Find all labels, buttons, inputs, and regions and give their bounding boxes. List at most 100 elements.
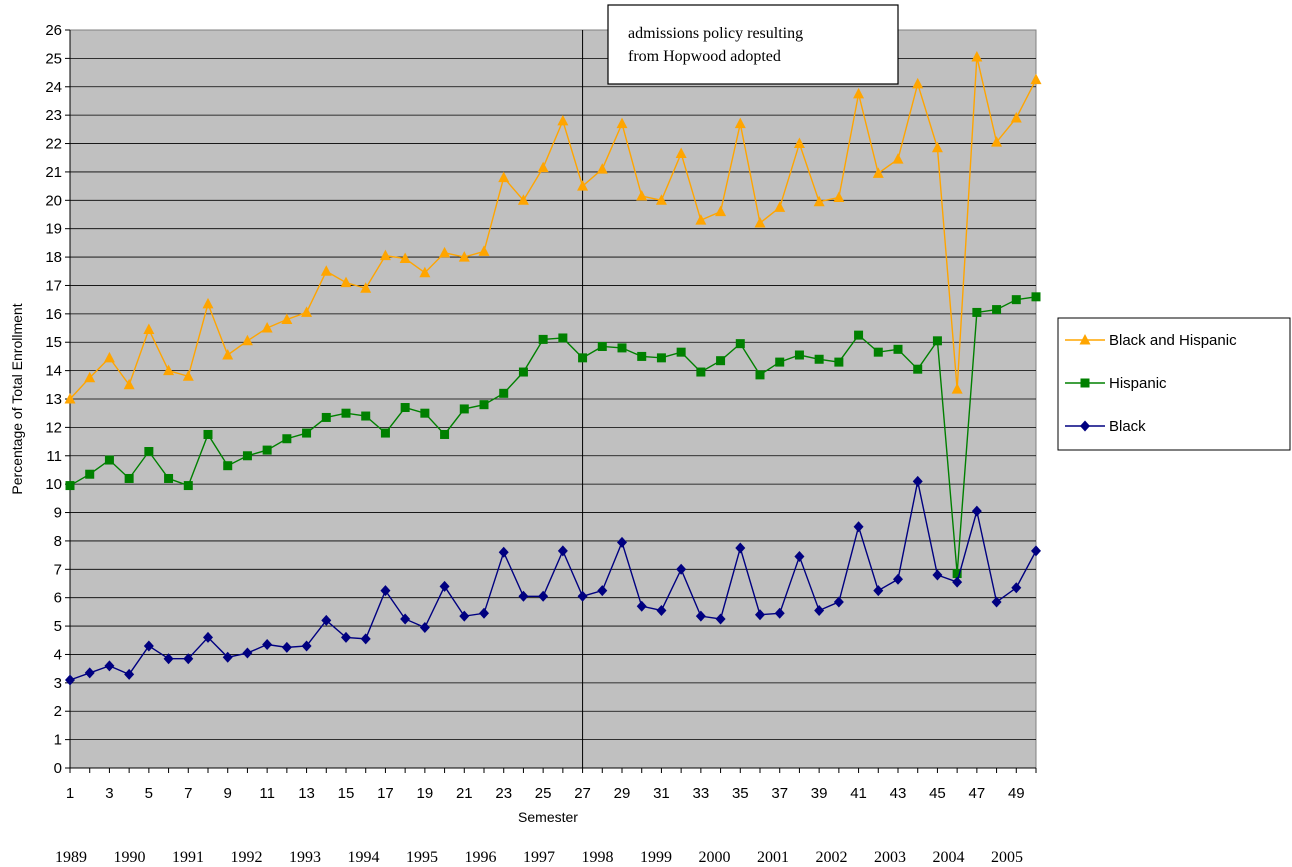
hispanic-point	[321, 412, 331, 422]
black-and-hispanic-point	[912, 77, 924, 89]
series-layer	[64, 50, 1042, 686]
black-point	[636, 600, 647, 612]
year-label: 1996	[465, 849, 497, 866]
black-point	[419, 621, 430, 633]
x-tick-label: 5	[145, 785, 153, 802]
y-tick-label: 4	[54, 646, 62, 663]
x-tick-label: 49	[1008, 785, 1025, 802]
legend-swatch-marker	[1080, 420, 1090, 432]
black-and-hispanic-point	[478, 245, 490, 256]
hispanic-point	[893, 344, 903, 354]
hispanic-point	[932, 336, 942, 346]
y-tick-label: 20	[45, 192, 62, 209]
y-tick-label: 1	[54, 732, 62, 749]
hispanic-point	[952, 569, 962, 579]
black-point	[222, 651, 233, 663]
black-and-hispanic-point	[360, 282, 372, 293]
hispanic-point	[775, 357, 785, 367]
black-point	[814, 604, 825, 616]
hispanic-point	[124, 473, 134, 483]
black-and-hispanic-point	[498, 171, 510, 183]
hispanic-point	[1031, 292, 1041, 302]
black-point	[498, 546, 509, 558]
black-and-hispanic-point	[616, 117, 628, 129]
legend-label: Hispanic	[1109, 375, 1167, 392]
x-tick-label: 21	[456, 785, 473, 802]
black-point	[715, 613, 726, 625]
year-label: 2005	[991, 849, 1023, 866]
year-labels: 1989 1990 1991 1992 1993 1994 1995 1996 1997 1998…	[55, 849, 1023, 866]
y-tick-label: 15	[45, 334, 62, 351]
hispanic-point	[617, 343, 627, 353]
x-tick-label: 37	[771, 785, 788, 802]
black-and-hispanic-point	[991, 136, 1003, 147]
hispanic-point	[716, 356, 726, 366]
legend-label: Black	[1109, 418, 1146, 435]
black-and-hispanic-point	[340, 276, 352, 288]
black-and-hispanic-point	[103, 351, 115, 363]
legend-item-black-and-hispanic: Black and Hispanic	[1065, 332, 1237, 349]
black-and-hispanic-point	[320, 265, 332, 276]
hispanic-point	[794, 350, 804, 360]
black-point	[360, 633, 371, 645]
black-point	[774, 607, 785, 619]
x-tick-label: 23	[495, 785, 512, 802]
x-tick-label: 7	[184, 785, 192, 802]
hispanic-point	[854, 330, 864, 340]
x-tick-label: 31	[653, 785, 670, 802]
black-point	[853, 521, 864, 533]
x-tick-label: 19	[417, 785, 434, 802]
black-point	[183, 653, 194, 665]
black-point	[676, 563, 687, 575]
series-hispanic	[65, 292, 1041, 579]
y-tick-label: 0	[54, 760, 62, 777]
black-point	[203, 631, 213, 643]
hispanic-point	[223, 461, 233, 471]
hispanic-point	[203, 429, 213, 439]
year-label: 2004	[933, 849, 965, 866]
black-and-hispanic-point	[813, 195, 825, 207]
y-tick-label: 10	[45, 476, 62, 493]
hispanic-point	[85, 469, 95, 479]
black-point	[735, 542, 746, 554]
black-point	[518, 590, 529, 602]
y-tick-label: 9	[54, 505, 62, 522]
y-tick-label: 5	[54, 618, 62, 635]
black-and-hispanic-point	[636, 190, 648, 201]
x-tick-label: 45	[929, 785, 946, 802]
black-and-hispanic-point	[439, 246, 451, 258]
black-point	[597, 585, 608, 597]
black-and-hispanic-point	[872, 167, 884, 178]
black-and-hispanic-point	[182, 370, 194, 381]
hispanic-point	[164, 473, 174, 483]
y-tick-label: 2	[54, 703, 62, 720]
black-and-hispanic-point	[261, 322, 273, 333]
y-tick-label: 16	[45, 306, 62, 323]
hispanic-point	[499, 388, 509, 398]
hispanic-point	[302, 428, 312, 438]
black-and-hispanic-point	[458, 251, 470, 262]
legend-label: Black and Hispanic	[1109, 332, 1237, 349]
black-point	[794, 551, 805, 563]
hispanic-point	[834, 357, 844, 367]
black-and-hispanic-point	[517, 194, 529, 205]
black-point	[912, 475, 923, 487]
y-tick-label: 13	[45, 391, 62, 408]
y-tick-label: 22	[45, 136, 62, 153]
legend-item-hispanic: Hispanic	[1065, 375, 1167, 392]
black-and-hispanic-point	[123, 378, 135, 390]
black-point	[932, 569, 943, 581]
black-point	[84, 667, 95, 679]
black-and-hispanic-point	[675, 147, 687, 158]
black-point	[1011, 582, 1022, 594]
hispanic-point	[65, 481, 75, 491]
year-label: 1998	[582, 849, 614, 866]
black-and-hispanic-point	[793, 137, 805, 149]
black-and-hispanic-point	[577, 180, 589, 191]
black-point	[991, 596, 1002, 608]
black-point	[380, 585, 391, 597]
year-label: 1990	[114, 849, 146, 866]
black-point	[1031, 545, 1041, 557]
black-point	[124, 668, 135, 680]
